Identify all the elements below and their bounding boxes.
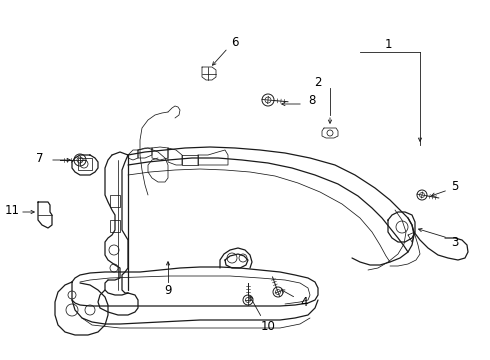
Text: 2: 2	[314, 77, 322, 90]
Text: 11: 11	[4, 203, 20, 216]
Text: 1: 1	[384, 39, 392, 51]
Text: 3: 3	[451, 235, 459, 248]
Text: 10: 10	[261, 320, 275, 333]
Bar	[110, 220, 120, 232]
Text: 8: 8	[308, 94, 316, 107]
Text: 4: 4	[300, 296, 308, 309]
Text: 9: 9	[164, 284, 172, 297]
Text: 6: 6	[231, 36, 239, 49]
Text: 5: 5	[451, 180, 459, 193]
Bar	[110, 195, 120, 207]
Text: 7: 7	[36, 152, 44, 165]
Bar	[78, 158, 92, 170]
